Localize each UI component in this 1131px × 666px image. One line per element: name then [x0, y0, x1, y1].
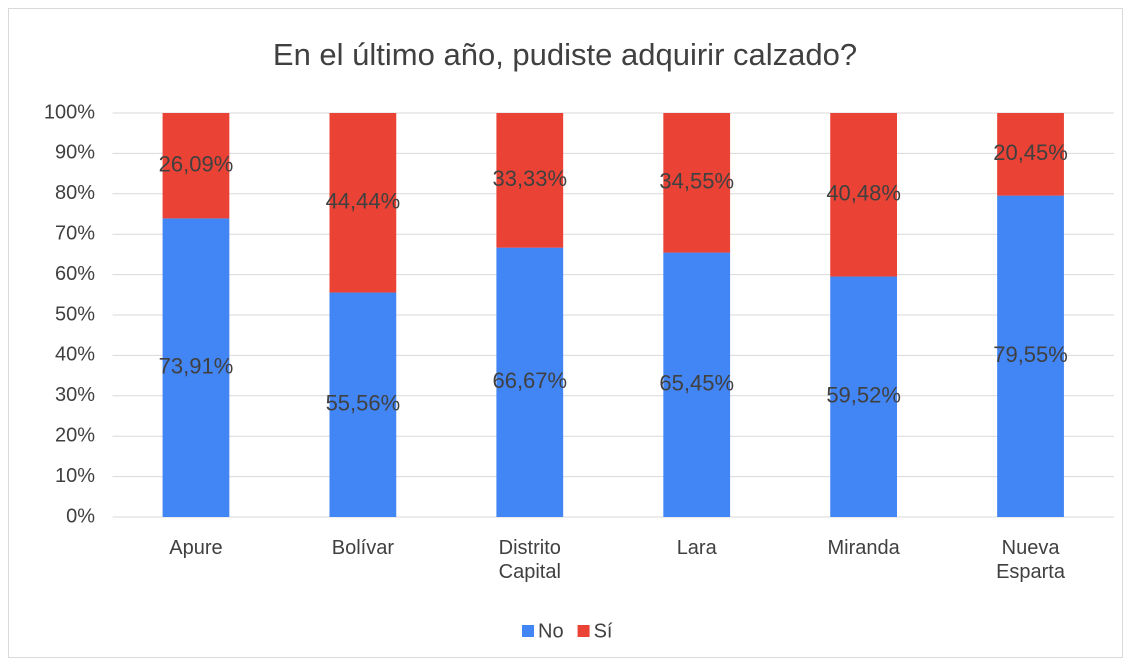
data-label: 79,55%	[993, 342, 1068, 367]
x-tick-label: Lara	[676, 537, 717, 559]
bar-segment	[830, 113, 898, 277]
bar-segment	[496, 113, 564, 248]
x-tick-label: Nueva Esparta	[996, 537, 1065, 583]
y-tick-label: 30%	[55, 384, 95, 406]
legend-swatch	[522, 625, 534, 637]
y-tick-label: 40%	[55, 344, 95, 366]
y-tick-label: 80%	[55, 182, 95, 204]
data-label: 73,91%	[159, 354, 234, 379]
bar-segment	[997, 113, 1064, 196]
y-tick-label: 70%	[55, 222, 95, 244]
x-tick-label: Bolívar	[331, 537, 394, 559]
data-label: 20,45%	[993, 140, 1068, 165]
bar-segment	[329, 113, 397, 293]
data-label: 26,09%	[159, 152, 234, 177]
data-label: 44,44%	[326, 189, 401, 214]
data-label: 55,56%	[326, 391, 401, 416]
bar-segment	[663, 252, 731, 517]
data-label: 66,67%	[492, 368, 567, 393]
y-tick-label: 20%	[55, 424, 95, 446]
bar-segment	[496, 247, 564, 517]
chart-title: En el último año, pudiste adquirir calza…	[273, 37, 857, 72]
legend-swatch	[577, 625, 590, 637]
y-tick-label: 100%	[44, 101, 95, 123]
bar-segment	[162, 218, 230, 517]
bar-segment	[997, 195, 1064, 518]
y-tick-label: 60%	[55, 263, 95, 285]
bar-segment	[830, 276, 898, 517]
x-tick-label: Distrito Capital	[498, 537, 561, 583]
data-label: 33,33%	[492, 166, 567, 191]
y-tick-label: 50%	[55, 303, 95, 325]
legend-label: No	[538, 620, 564, 642]
data-label: 34,55%	[659, 169, 734, 194]
y-tick-label: 0%	[66, 505, 95, 527]
y-tick-label: 90%	[55, 142, 95, 164]
x-tick-label: Apure	[169, 537, 223, 559]
bar-segment	[162, 113, 230, 219]
x-tick-label: Miranda	[827, 537, 900, 559]
data-label: 65,45%	[659, 371, 734, 396]
data-label: 40,48%	[826, 181, 901, 206]
bar-segment	[329, 292, 397, 517]
bar-segment	[663, 113, 731, 253]
y-tick-label: 10%	[55, 465, 95, 487]
legend-label: Sí	[594, 620, 613, 642]
data-label: 59,52%	[826, 383, 901, 408]
